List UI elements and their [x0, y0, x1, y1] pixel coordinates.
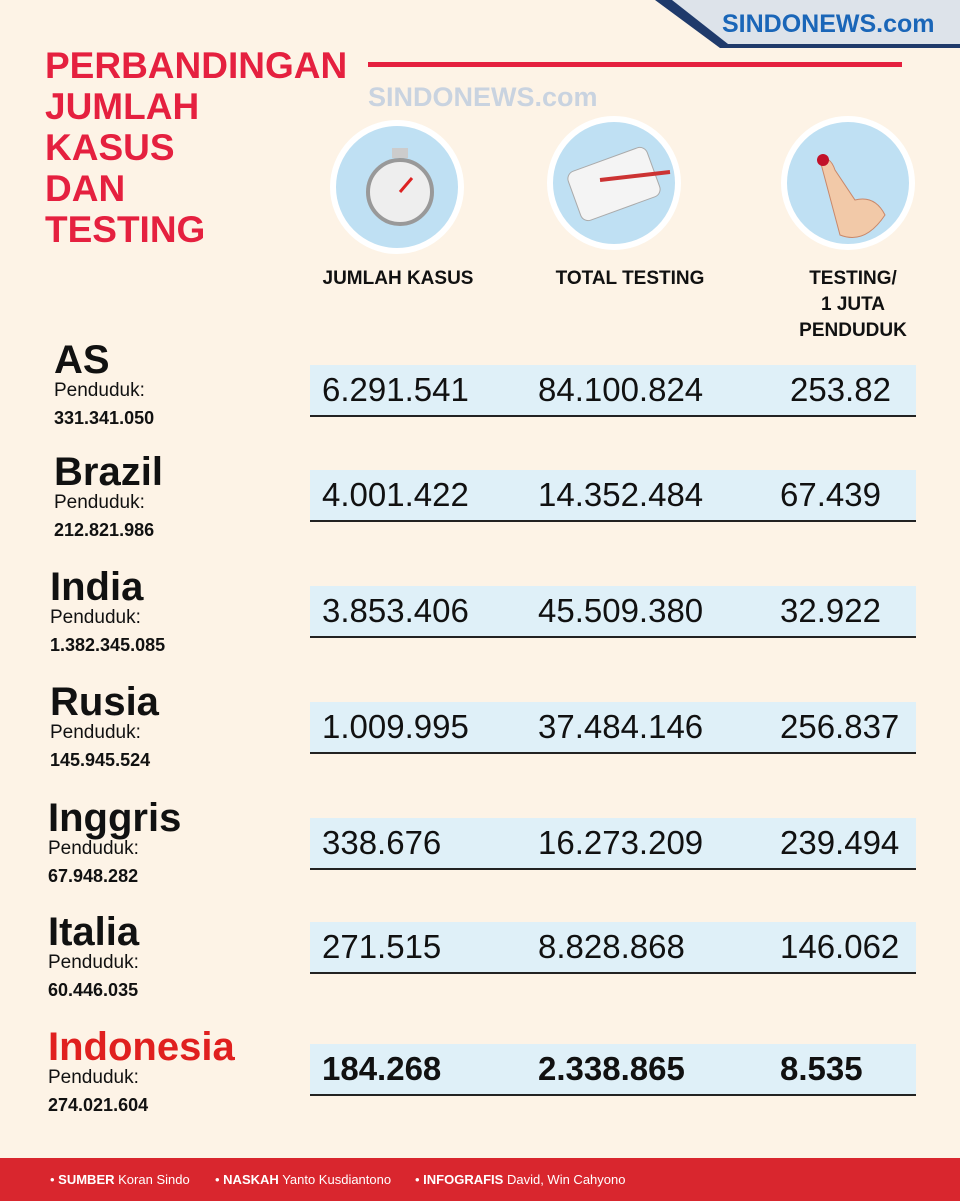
- title-line: JUMLAH: [45, 86, 200, 127]
- row-band: [310, 818, 916, 870]
- cell-value: 4.001.422: [322, 476, 469, 513]
- cell-value: 8.828.868: [538, 928, 685, 965]
- title-line: DAN: [45, 168, 126, 209]
- column-header: TOTAL TESTING: [530, 266, 730, 292]
- cell-value: 184.268: [322, 1050, 442, 1087]
- population: 274.021.604: [48, 1095, 149, 1115]
- cell-value: 8.535: [780, 1050, 863, 1087]
- column-header-line: JUMLAH KASUS: [322, 268, 474, 289]
- cell-value: 1.009.995: [322, 708, 469, 745]
- title-line: TESTING: [45, 209, 206, 250]
- country-name: India: [50, 565, 144, 609]
- population-label: Penduduk:: [54, 492, 145, 513]
- cell-value: 271.515: [322, 928, 442, 965]
- cell-value: 253.82: [790, 371, 891, 408]
- cell-value: 84.100.824: [538, 371, 704, 408]
- title-line: KASUS: [45, 127, 175, 168]
- country-name: Indonesia: [48, 1025, 235, 1069]
- credit-text: Koran Sindo: [118, 1172, 190, 1187]
- column-header-line: PENDUDUK: [799, 320, 907, 341]
- credit-label: SUMBER: [58, 1172, 115, 1187]
- population-label: Penduduk:: [48, 838, 139, 859]
- column-header: TESTING/1 JUTA PENDUDUK: [778, 266, 928, 344]
- cell-value: 16.273.209: [538, 824, 704, 861]
- population-label: Penduduk:: [54, 380, 145, 401]
- country-name: Italia: [48, 910, 140, 954]
- cell-value: 37.484.146: [538, 708, 704, 745]
- row-band: [310, 470, 916, 522]
- credit-label: INFOGRAFIS: [423, 1172, 504, 1187]
- title: PERBANDINGAN JUMLAH KASUS DAN TESTING: [45, 45, 347, 250]
- population: 1.382.345.085: [50, 635, 166, 655]
- cell-value: 14.352.484: [538, 476, 704, 513]
- cell-value: 6.291.541: [322, 371, 469, 408]
- watermark-logo: SINDONEWS.com: [368, 82, 598, 112]
- column-header-line: 1 JUTA: [820, 294, 886, 315]
- cell-value: 45.509.380: [538, 592, 704, 629]
- credit-text: Yanto Kusdiantono: [282, 1172, 392, 1187]
- cell-value: 3.853.406: [322, 592, 469, 629]
- population-label: Penduduk:: [48, 1067, 139, 1088]
- population-label: Penduduk:: [50, 607, 141, 628]
- cell-value: 32.922: [780, 592, 881, 629]
- population: 60.446.035: [48, 980, 139, 1000]
- column-header-line: TOTAL TESTING: [555, 268, 705, 289]
- cell-value: 67.439: [780, 476, 881, 513]
- row-band: [310, 702, 916, 754]
- column-header: JUMLAH KASUS: [300, 266, 496, 292]
- column-header-line: TESTING/: [809, 268, 897, 289]
- country-name: Inggris: [48, 796, 182, 840]
- cell-value: 239.494: [780, 824, 900, 861]
- credit: NASKAH Yanto Kusdiantono: [215, 1172, 391, 1187]
- population-label: Penduduk:: [48, 952, 139, 973]
- country-name: AS: [54, 338, 110, 382]
- logo: SINDONEWS.com: [722, 10, 935, 38]
- population: 67.948.282: [48, 866, 139, 886]
- country-name: Rusia: [50, 680, 159, 724]
- row-band: [310, 922, 916, 974]
- credit: SUMBER Koran Sindo: [50, 1172, 190, 1187]
- row-band: [310, 586, 916, 638]
- cell-value: 338.676: [322, 824, 442, 861]
- population-label: Penduduk:: [50, 722, 141, 743]
- row-band: [310, 1044, 916, 1096]
- cell-value: 2.338.865: [538, 1050, 685, 1087]
- title-line: PERBANDINGAN: [45, 45, 348, 86]
- credit: INFOGRAFIS David, Win Cahyono: [415, 1172, 625, 1187]
- population: 212.821.986: [54, 520, 155, 540]
- credit-label: NASKAH: [223, 1172, 279, 1187]
- country-name: Brazil: [54, 450, 163, 494]
- population: 331.341.050: [54, 408, 155, 428]
- cell-value: 256.837: [780, 708, 900, 745]
- cell-value: 146.062: [780, 928, 900, 965]
- population: 145.945.524: [50, 750, 151, 770]
- credit-text: David, Win Cahyono: [506, 1172, 626, 1187]
- row-band: [310, 365, 916, 417]
